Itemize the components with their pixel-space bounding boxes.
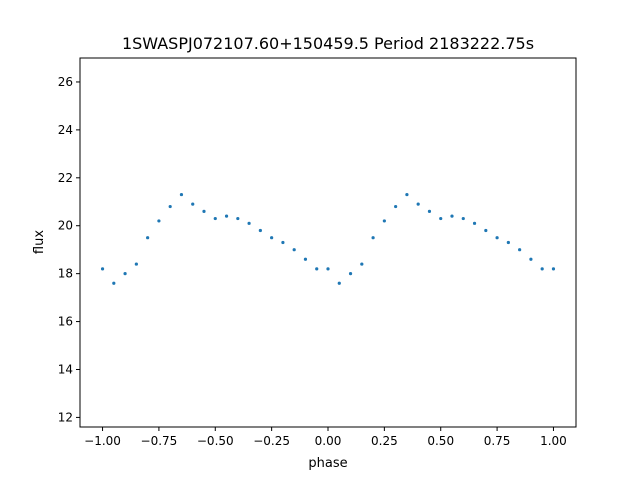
data-point — [100, 267, 105, 271]
data-point — [394, 204, 398, 209]
chart-title: 1SWASPJ072107.60+150459.5 Period 2183222… — [122, 34, 534, 53]
data-point — [427, 209, 432, 213]
data-point — [157, 219, 161, 223]
data-point — [247, 221, 251, 225]
data-point — [472, 221, 477, 225]
data-point — [191, 202, 195, 206]
data-point — [551, 267, 556, 271]
data-point — [270, 236, 274, 240]
data-point — [202, 209, 206, 213]
data-point — [337, 281, 341, 285]
data-point — [326, 267, 330, 271]
data-point — [168, 204, 172, 209]
data-point — [495, 236, 499, 240]
data-point — [258, 228, 262, 233]
data-point — [439, 216, 443, 221]
data-point — [348, 272, 353, 276]
data-point — [213, 216, 217, 221]
y-tick-label: 12 — [58, 410, 73, 424]
data-point — [450, 214, 454, 218]
data-point — [303, 257, 308, 261]
data-point — [540, 267, 544, 271]
data-points — [100, 192, 556, 285]
data-point — [292, 248, 296, 252]
data-point — [224, 214, 229, 218]
data-point — [281, 240, 285, 245]
data-point — [382, 219, 386, 223]
x-tick-label: 0.50 — [427, 434, 454, 448]
y-tick-label: 16 — [58, 315, 73, 329]
x-tick-label: −0.75 — [141, 434, 178, 448]
data-point — [236, 216, 240, 221]
x-tick-label: −0.25 — [253, 434, 290, 448]
y-tick-label: 20 — [58, 219, 73, 233]
y-axis-ticks: 12 14 16 18 20 22 24 26 — [58, 75, 80, 424]
x-tick-label: 0.25 — [371, 434, 398, 448]
y-tick-label: 26 — [58, 75, 73, 89]
data-point — [461, 216, 465, 221]
x-axis-ticks: −1.00 −0.75 −0.50 −0.25 0.00 0.25 0.50 0.75 1.00 — [84, 427, 567, 448]
data-point — [315, 267, 319, 271]
data-point — [405, 192, 409, 197]
y-tick-label: 14 — [58, 362, 73, 376]
data-point — [529, 257, 533, 261]
data-point — [123, 272, 127, 276]
data-point — [134, 262, 138, 266]
data-point — [484, 228, 488, 233]
data-point — [112, 281, 116, 285]
data-point — [360, 262, 364, 266]
x-tick-label: −1.00 — [84, 434, 121, 448]
y-tick-label: 18 — [58, 267, 73, 281]
data-point — [179, 192, 184, 197]
y-tick-label: 24 — [58, 123, 73, 137]
y-axis-label: flux — [32, 230, 47, 254]
data-point — [371, 236, 375, 240]
data-point — [518, 248, 522, 252]
data-point — [146, 236, 150, 240]
data-point — [506, 240, 510, 245]
x-axis-label: phase — [308, 456, 347, 471]
x-tick-label: 0.75 — [484, 434, 511, 448]
x-tick-label: −0.50 — [197, 434, 234, 448]
data-point — [416, 202, 420, 206]
x-tick-label: 1.00 — [540, 434, 567, 448]
x-tick-label: 0.00 — [315, 434, 342, 448]
y-tick-label: 22 — [58, 171, 73, 185]
